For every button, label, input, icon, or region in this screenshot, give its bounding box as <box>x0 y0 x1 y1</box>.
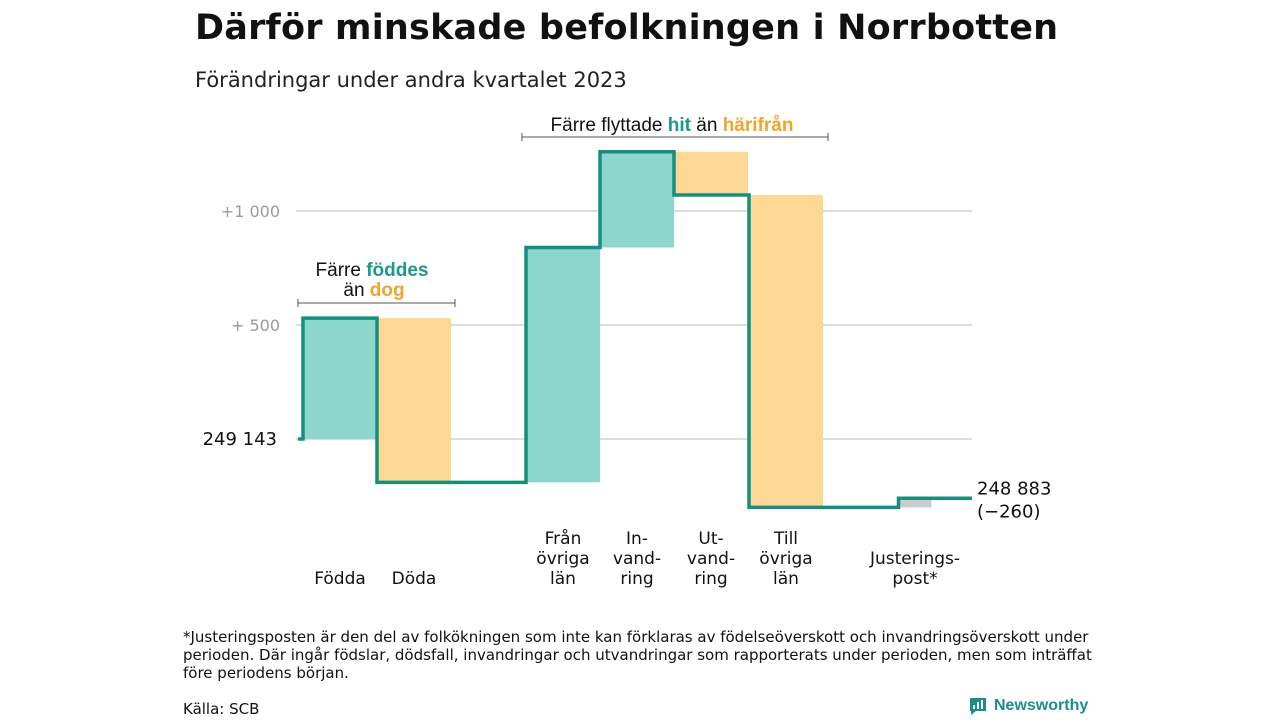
cumulative-step-line <box>298 149 972 510</box>
births-annotation-prefix2: än <box>343 280 369 301</box>
start-value-label: 249 143 <box>203 429 277 450</box>
bar-6 <box>898 498 932 508</box>
births-annotation-line2: än dog <box>343 280 404 301</box>
migration-annotation-middle: än <box>691 115 723 136</box>
chart-subtitle: Förändringar under andra kvartalet 2023 <box>195 68 627 92</box>
bar-layer <box>303 151 932 508</box>
line-layer <box>298 149 972 510</box>
y-tick-label-0: + 500 <box>231 316 280 335</box>
category-label-5: Till övriga län <box>759 529 812 589</box>
category-label-2: Från övriga län <box>536 528 589 589</box>
bar-3 <box>600 151 674 248</box>
bar-5 <box>749 195 823 508</box>
bar-1 <box>377 318 451 483</box>
end-value-label: 248 883 <box>977 478 1051 499</box>
end-change-label: (−260) <box>977 501 1040 522</box>
brand-logo[interactable]: Newsworthy <box>968 696 1088 716</box>
births-annotation-highlight2: dog <box>370 280 405 301</box>
bar-2 <box>526 247 600 483</box>
category-label-0: Födda <box>314 569 366 589</box>
births-annotation: Färre föddes än dog <box>297 260 456 307</box>
label-layer: Födda Döda Från övriga län In-vand-ring Ut-van… <box>203 429 1052 589</box>
bar-0 <box>303 318 377 439</box>
bar-4 <box>674 151 748 196</box>
migration-annotation-text: Färre flyttade hit än härifrån <box>551 115 794 136</box>
footnote: *Justeringsposten är den del av folkökni… <box>183 628 1092 682</box>
births-annotation-highlight: föddes <box>366 260 428 281</box>
y-tick-label-1: +1 000 <box>221 202 280 221</box>
source-text: Källa: SCB <box>183 700 260 718</box>
category-label-6: Justerings-post* <box>869 549 960 589</box>
chart-title: Därför minskade befolkningen i Norrbotte… <box>195 8 1059 48</box>
waterfall-chart: + 500 +1 000 Födda Döda Från övriga län In-van… <box>203 115 1052 589</box>
migration-annotation-prefix: Färre flyttade <box>551 115 668 136</box>
category-label-1: Döda <box>392 569 437 589</box>
newsworthy-logo-icon <box>970 698 986 715</box>
category-label-3: In-vand-ring <box>613 529 661 589</box>
births-annotation-line1: Färre föddes <box>316 260 429 281</box>
migration-annotation-in: hit <box>668 115 692 136</box>
migration-annotation-out: härifrån <box>723 115 794 136</box>
brand-name: Newsworthy <box>994 697 1089 714</box>
migration-annotation: Färre flyttade hit än härifrån <box>521 115 829 141</box>
category-label-4: Ut-vand-ring <box>687 529 735 589</box>
births-annotation-prefix: Färre <box>316 260 367 281</box>
